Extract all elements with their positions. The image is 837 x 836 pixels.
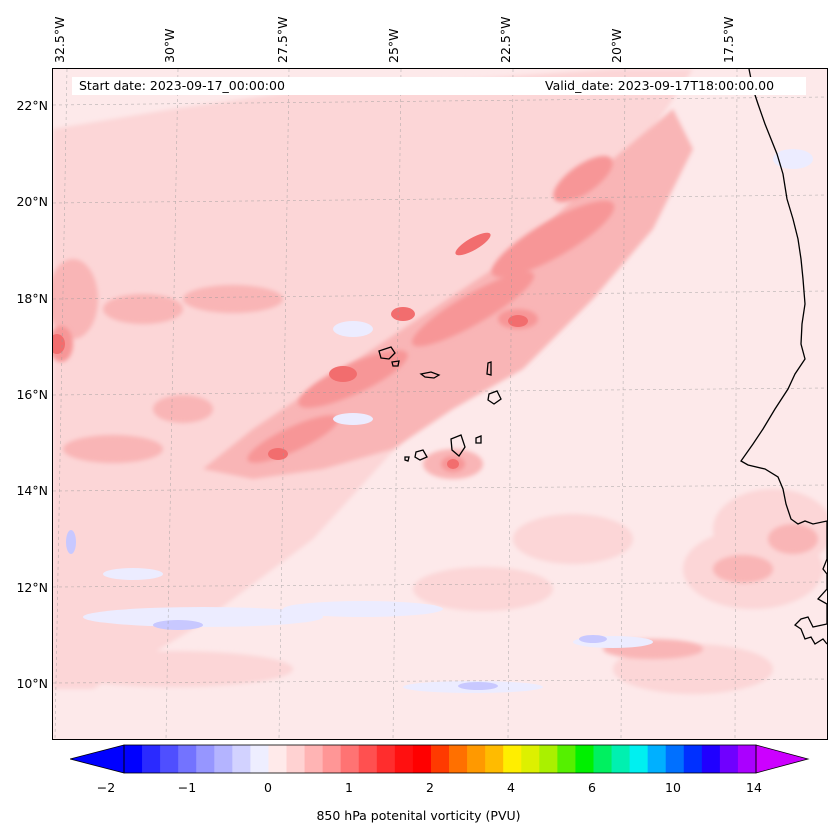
colorbar-cell (539, 745, 558, 773)
colorbar-cell (683, 745, 703, 773)
island-santiago (450, 434, 466, 457)
lat-label-12n: 12°N (16, 580, 48, 595)
colorbar-cell (250, 745, 269, 773)
island-sao-nicolau (419, 371, 441, 379)
colorbar-cell (449, 745, 468, 773)
colorbar-cell (178, 745, 197, 773)
colorbar (70, 744, 810, 774)
colorbar-cell (376, 745, 396, 773)
valid-date-label: Valid_date: 2023-09-17T18:00:00.00 (545, 78, 775, 93)
lat-label-14n: 14°N (16, 483, 48, 498)
colorbar-label: 850 hPa potenital vorticity (PVU) (316, 808, 521, 823)
lon-label-20w: 20°W (609, 28, 624, 63)
colorbar-cell (142, 745, 161, 773)
colorbar-cell (647, 745, 667, 773)
colorbar-cell (196, 745, 215, 773)
lat-label-18n: 18°N (16, 291, 48, 306)
colorbar-cell (467, 745, 486, 773)
colorbar-cell (394, 745, 414, 773)
cape-verde-islands (378, 346, 502, 462)
map-panel[interactable] (52, 68, 828, 740)
colorbar-cell (214, 745, 233, 773)
start-date-label: Start date: 2023-09-17_00:00:00 (79, 78, 285, 93)
colorbar-cell (304, 745, 324, 773)
lat-label-20n: 20°N (16, 194, 48, 209)
colorbar-tick: 10 (665, 780, 681, 795)
lon-label-22.5w: 22.5°W (498, 16, 513, 63)
colorbar-cell (358, 745, 378, 773)
colorbar-tick: 1 (345, 780, 353, 795)
colorbar-cell (665, 745, 685, 773)
colorbar-cell (611, 745, 631, 773)
colorbar-cell (232, 745, 251, 773)
island-sao-vicente (391, 360, 400, 367)
colorbar-tick: 2 (426, 780, 434, 795)
colorbar-cell (557, 745, 576, 773)
colorbar-tick: 6 (588, 780, 596, 795)
colorbar-cell (521, 745, 540, 773)
colorbar-cell (503, 745, 522, 773)
african-coastline (740, 69, 827, 645)
colorbar-cell (629, 745, 649, 773)
colorbar-cell (575, 745, 594, 773)
colorbar-cell (268, 745, 288, 773)
lat-label-10n: 10°N (16, 676, 48, 691)
colorbar-tick: 0 (264, 780, 272, 795)
lat-label-16n: 16°N (16, 387, 48, 402)
colorbar-tick: 14 (746, 780, 762, 795)
colorbar-extend-min (70, 744, 125, 774)
lon-label-27.5w: 27.5°W (275, 16, 290, 63)
island-boa-vista (487, 390, 502, 405)
island-santo-antao (378, 346, 396, 360)
island-brava (404, 456, 410, 462)
island-sal (486, 361, 492, 376)
colorbar-cell (593, 745, 613, 773)
colorbar-cell (719, 745, 739, 773)
lon-label-25w: 25°W (386, 28, 401, 63)
colorbar-extend-max (755, 744, 810, 774)
date-banner (72, 77, 806, 95)
field-light-blue (83, 149, 813, 693)
lon-label-17.5w: 17.5°W (721, 16, 736, 63)
colorbar-cell (322, 745, 342, 773)
colorbar-cell (340, 745, 360, 773)
colorbar-tick: −1 (177, 780, 197, 795)
colorbar-cell (485, 745, 504, 773)
colorbar-outline (123, 744, 757, 774)
colorbar-cell (430, 745, 450, 773)
island-fogo (414, 449, 428, 461)
colorbar-tick: 4 (507, 780, 515, 795)
colorbar-cell (737, 745, 757, 773)
colorbar-cell (286, 745, 306, 773)
colorbar-cell (412, 745, 432, 773)
gridlines (53, 69, 827, 739)
island-maio (475, 435, 482, 444)
colorbar-cell (124, 745, 143, 773)
colorbar-tick: −2 (96, 780, 116, 795)
colorbar-cell (701, 745, 721, 773)
colorbar-cell (160, 745, 179, 773)
lat-label-22n: 22°N (16, 98, 48, 113)
field-blue (66, 530, 607, 690)
pv-field-map (53, 69, 827, 739)
lon-label-30w: 30°W (162, 28, 177, 63)
lon-label-32.5w: 32.5°W (52, 16, 67, 63)
